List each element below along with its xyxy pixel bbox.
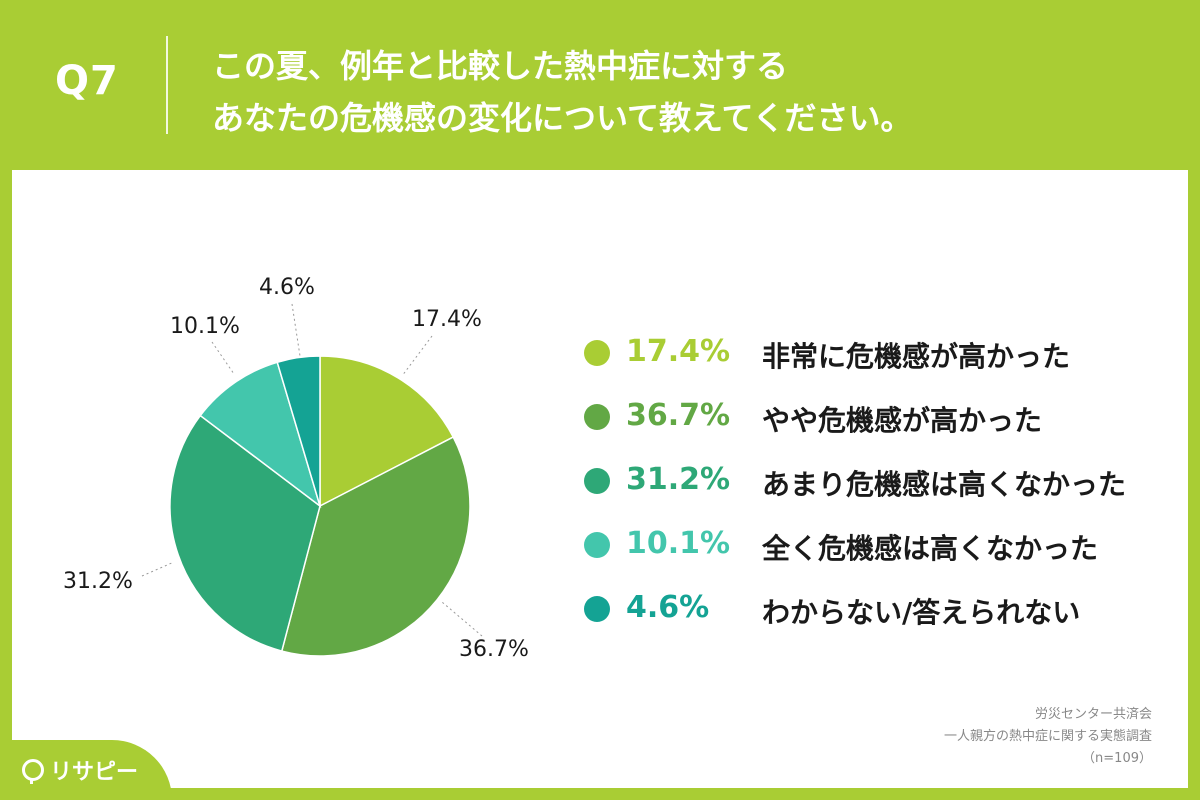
source-line2: 一人親方の熱中症に関する実態調査 bbox=[943, 729, 1152, 744]
leader-line-2 bbox=[441, 601, 483, 637]
legend-percent: 36.7% bbox=[626, 398, 731, 433]
leader-line-5 bbox=[291, 303, 301, 357]
slice-label-5: 4.6% bbox=[259, 275, 315, 300]
source-note: 労災センター共済会 一人親方の熱中症に関する実態調査 （n=109） bbox=[944, 704, 1152, 770]
legend-label: 全く危機感は高くなかった bbox=[762, 532, 1099, 565]
slice-label-4: 10.1% bbox=[170, 314, 240, 339]
pie-slice-1 bbox=[319, 355, 455, 508]
question-title-line2: あなたの危機感の変化について教えてください。 bbox=[212, 99, 913, 137]
legend-label: わからない/答えられない bbox=[762, 596, 1081, 629]
leader-line-1 bbox=[401, 335, 433, 377]
legend-dot bbox=[584, 596, 610, 622]
source-line1: 労災センター共済会 bbox=[1034, 707, 1152, 722]
logo-tab: リサピー bbox=[0, 740, 172, 800]
legend-label: 非常に危機感が高かった bbox=[762, 340, 1071, 373]
source-line3: （n=109） bbox=[1082, 751, 1152, 766]
pin-icon bbox=[22, 759, 44, 784]
pie-slice-2 bbox=[280, 436, 471, 657]
question-title-line1: この夏、例年と比較した熱中症に対する bbox=[212, 47, 789, 85]
slice-label-3: 31.2% bbox=[63, 569, 133, 594]
pie-slice-4 bbox=[199, 361, 322, 508]
leader-line-4 bbox=[211, 341, 235, 375]
pie-chart: 17.4% 36.7% 31.2% 10.1% 4.6% bbox=[63, 275, 529, 662]
leader-line-3 bbox=[141, 561, 175, 577]
legend-dot bbox=[584, 468, 610, 494]
legend-label: やや危機感が高かった bbox=[762, 404, 1043, 437]
slice-label-2: 36.7% bbox=[459, 637, 529, 662]
legend-label: あまり危機感は高くなかった bbox=[762, 468, 1127, 501]
legend-percent: 31.2% bbox=[626, 462, 731, 497]
legend-dot bbox=[584, 404, 610, 430]
legend-percent: 4.6% bbox=[626, 590, 710, 625]
logo-text: リサピー bbox=[50, 760, 139, 785]
pie-slice-3 bbox=[169, 414, 321, 652]
slice-label-1: 17.4% bbox=[412, 307, 482, 332]
legend-percent: 10.1% bbox=[626, 526, 731, 561]
question-title: この夏、例年と比較した熱中症に対する あなたの危機感の変化について教えてください… bbox=[212, 40, 912, 144]
legend-dot bbox=[584, 532, 610, 558]
logo: リサピー bbox=[22, 754, 138, 786]
pie-slice-5 bbox=[276, 355, 321, 507]
chart-card: 17.4% 36.7% 31.2% 10.1% 4.6% 17.4% 非常に危機感が高かっ… bbox=[12, 170, 1188, 788]
header: Q7 この夏、例年と比較した熱中症に対する あなたの危機感の変化について教えてく… bbox=[0, 0, 1200, 170]
legend-percent: 17.4% bbox=[626, 334, 731, 369]
header-divider bbox=[166, 36, 168, 134]
legend-dot bbox=[584, 340, 610, 366]
question-number: Q7 bbox=[55, 58, 119, 104]
